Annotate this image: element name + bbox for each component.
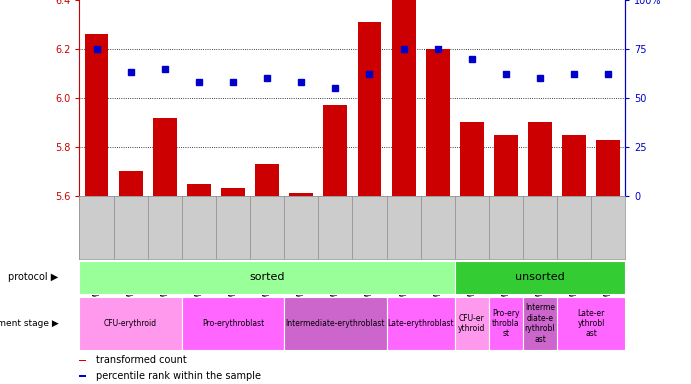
Bar — [182, 297, 284, 350]
Bar — [557, 297, 625, 350]
Bar — [460, 122, 484, 196]
Bar — [489, 297, 523, 350]
Bar — [284, 297, 386, 350]
Bar — [455, 297, 489, 350]
Bar — [596, 139, 621, 196]
Bar — [323, 105, 348, 196]
Bar — [562, 135, 586, 196]
Text: unsorted: unsorted — [515, 272, 565, 283]
Text: development stage ▶: development stage ▶ — [0, 319, 59, 328]
Bar — [119, 171, 142, 196]
Bar — [79, 360, 86, 361]
Bar — [392, 0, 415, 196]
Bar — [290, 194, 313, 196]
Text: protocol ▶: protocol ▶ — [8, 272, 59, 283]
Bar — [221, 189, 245, 196]
Bar — [79, 375, 86, 377]
Text: Pro-ery
throbla
st: Pro-ery throbla st — [492, 309, 520, 338]
Text: Pro-erythroblast: Pro-erythroblast — [202, 319, 264, 328]
Bar — [255, 164, 279, 196]
Bar — [523, 297, 557, 350]
Text: percentile rank within the sample: percentile rank within the sample — [96, 371, 261, 381]
Text: Late-erythroblast: Late-erythroblast — [388, 319, 454, 328]
Text: CFU-er
ythroid: CFU-er ythroid — [458, 314, 486, 333]
Bar — [455, 261, 625, 294]
Bar — [79, 297, 182, 350]
Text: transformed count: transformed count — [96, 356, 187, 366]
Bar — [494, 135, 518, 196]
Text: CFU-erythroid: CFU-erythroid — [104, 319, 158, 328]
Bar — [187, 184, 211, 196]
Text: Late-er
ythrobl
ast: Late-er ythrobl ast — [578, 309, 605, 338]
Text: Intermediate-erythroblast: Intermediate-erythroblast — [285, 319, 385, 328]
Bar — [84, 34, 108, 196]
Bar — [357, 22, 381, 196]
Bar — [153, 118, 177, 196]
Text: sorted: sorted — [249, 272, 285, 283]
Bar — [426, 49, 450, 196]
Bar — [528, 122, 552, 196]
Bar — [79, 261, 455, 294]
Text: Interme
diate-e
rythrobl
ast: Interme diate-e rythrobl ast — [524, 303, 556, 344]
Bar — [386, 297, 455, 350]
